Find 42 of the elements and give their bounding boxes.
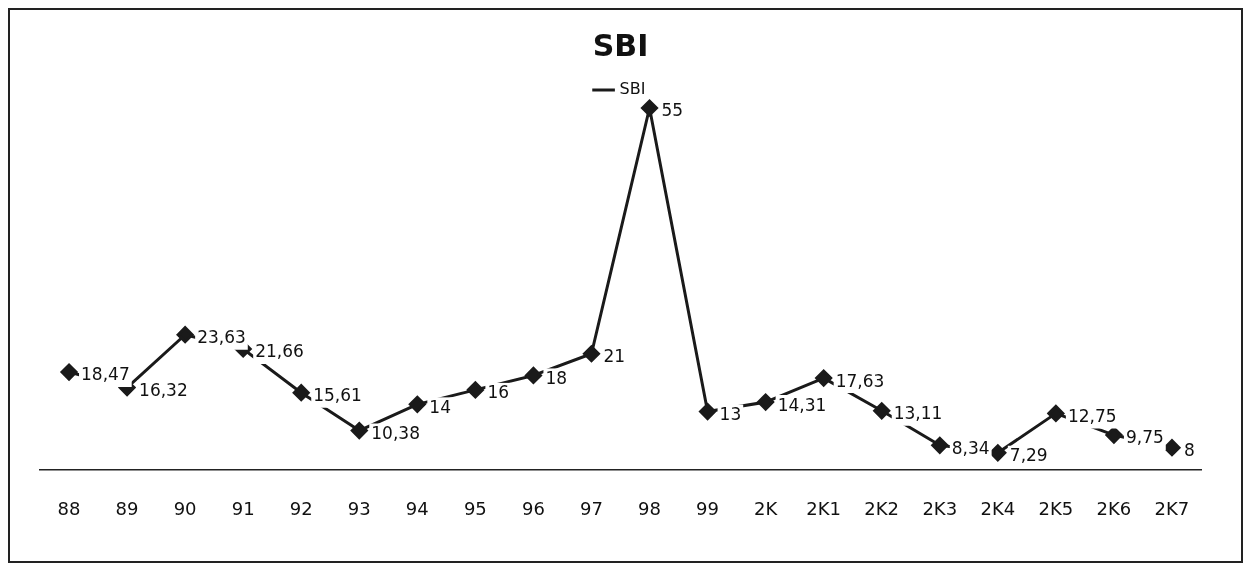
data-label: 14	[429, 396, 451, 417]
data-label: 18,47	[81, 364, 130, 385]
data-label: 18	[545, 367, 568, 388]
data-label: 17,63	[835, 370, 885, 391]
x-tick-label: 89	[115, 497, 139, 519]
data-label: 13,11	[893, 403, 943, 424]
x-tick-label: 98	[638, 497, 661, 519]
x-tick-label: 92	[289, 497, 313, 519]
data-label: 15,61	[313, 385, 362, 406]
x-tick-label: 2K7	[1154, 497, 1190, 519]
x-tick-label: 99	[696, 497, 720, 519]
data-label: 14,31	[777, 394, 827, 415]
data-label: 12,75	[1067, 405, 1117, 426]
x-tick-label: 95	[463, 497, 487, 519]
data-label: 8	[1183, 440, 1195, 461]
data-label: 16	[487, 382, 510, 403]
chart-title: SBI	[592, 27, 649, 63]
x-tick-label: 2K6	[1096, 497, 1132, 519]
x-tick-label: 2K2	[864, 497, 900, 519]
data-label: 9,75	[1125, 427, 1164, 448]
data-label: 13	[719, 404, 742, 424]
legend-label: SBI	[619, 79, 646, 99]
x-tick-label: 2K1	[806, 497, 842, 519]
data-label: 55	[661, 100, 684, 121]
x-tick-label: 94	[405, 497, 429, 519]
x-tick-label: 2K3	[922, 497, 958, 519]
data-label: 23,63	[197, 327, 246, 348]
x-tick-label: 97	[580, 497, 603, 519]
x-tick-label: 91	[231, 497, 255, 519]
x-tick-label: 88	[57, 497, 81, 519]
data-label: 8,34	[951, 437, 990, 458]
data-label: 10,38	[371, 422, 420, 443]
x-tick-label: 2K5	[1038, 497, 1074, 519]
data-label: 7,29	[1009, 445, 1048, 466]
data-label: 21	[603, 346, 626, 367]
x-tick-label: 2K4	[980, 497, 1016, 519]
data-label: 16,32	[139, 380, 188, 400]
data-label: 21,66	[255, 341, 304, 362]
x-tick-label: 93	[347, 497, 371, 519]
x-tick-label: 96	[521, 497, 545, 519]
x-tick-label: 90	[173, 497, 197, 519]
x-tick-label: 2K	[753, 497, 779, 519]
